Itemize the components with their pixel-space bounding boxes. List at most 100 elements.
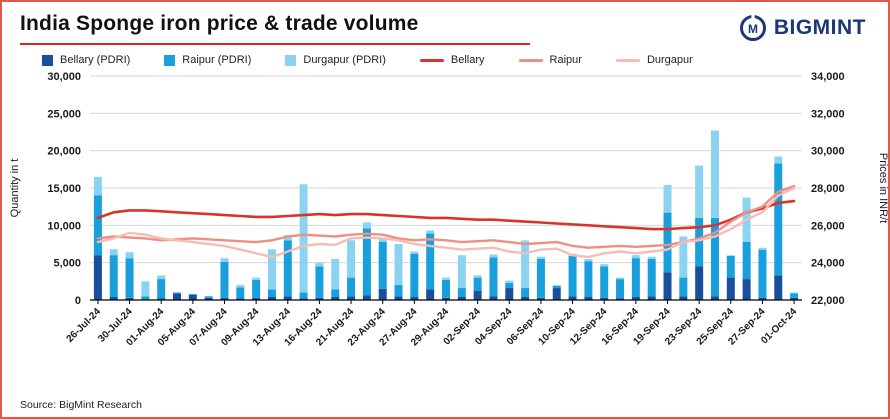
bar-segment xyxy=(774,156,783,164)
bar-segment xyxy=(710,130,719,218)
bar-segment xyxy=(647,296,656,300)
bar-segment xyxy=(521,240,530,289)
bar-segment xyxy=(536,297,545,300)
bigmint-logo: M BIGMINT xyxy=(739,12,872,42)
y-right-tick-label: 24,000 xyxy=(811,258,845,270)
bar-segment xyxy=(362,228,371,296)
y-right-tick-label: 30,000 xyxy=(811,146,845,158)
bar-segment xyxy=(315,262,324,267)
bar-segment xyxy=(457,288,466,298)
svg-text:M: M xyxy=(748,22,758,36)
bigmint-logo-icon: M xyxy=(739,14,766,41)
bar-segment xyxy=(252,279,261,298)
bar-segment xyxy=(220,261,229,298)
bar-segment xyxy=(220,258,229,262)
price-volume-chart: 0 5,000 10,000 15,000 20,000 25,000 30,000 22,0… xyxy=(9,71,888,348)
bar-segment xyxy=(710,296,719,300)
bar-segment xyxy=(457,255,466,289)
chart-area: 0 5,000 10,000 15,000 20,000 25,000 30,000 22,0… xyxy=(2,68,888,379)
bar-segment xyxy=(204,296,213,298)
bar-segment xyxy=(600,266,609,298)
y-right-tick-label: 22,000 xyxy=(811,295,845,307)
price-line-bellary xyxy=(96,199,796,231)
bar-segment xyxy=(442,297,450,300)
bar-segment xyxy=(93,255,102,300)
bar-segment xyxy=(109,297,118,300)
page-title: India Sponge iron price & trade volume xyxy=(20,12,419,35)
raipur-line-swatch xyxy=(518,58,543,62)
bar-segment xyxy=(473,291,482,300)
bar-segment xyxy=(505,282,514,289)
legend-item-raipur-line: Raipur xyxy=(518,54,582,66)
y-left-tick-label: 25,000 xyxy=(47,108,81,120)
bar-segment xyxy=(362,295,371,300)
bar-segment xyxy=(410,253,419,298)
y-left-tick-label: 5,000 xyxy=(53,258,81,270)
bar-segment xyxy=(726,277,735,300)
legend-label: Durgapur xyxy=(646,54,693,66)
bar-segment xyxy=(790,292,799,294)
y-left-tick-label: 0 xyxy=(75,295,81,307)
bar-segment xyxy=(283,240,292,297)
price-line-durgapur xyxy=(96,186,796,259)
bar-segment xyxy=(236,285,245,288)
bellary-line-swatch xyxy=(419,58,444,62)
bar-segment xyxy=(267,249,276,290)
bar-segment xyxy=(584,258,593,262)
legend: Bellary (PDRI) Raipur (PDRI) Durgapur (P… xyxy=(2,45,888,68)
bar-segment xyxy=(489,296,498,300)
bar-segment xyxy=(457,297,466,300)
bar-segment xyxy=(362,222,371,229)
y-right-tick-label: 26,000 xyxy=(811,220,845,232)
legend-label: Durgapur (PDRI) xyxy=(303,54,386,66)
bar-segment xyxy=(252,277,261,280)
bar-segment xyxy=(663,185,672,213)
y-right-tick-label: 34,000 xyxy=(811,71,845,83)
bar-segment xyxy=(616,277,625,280)
bar-segment xyxy=(631,297,640,300)
price-line-raipur xyxy=(96,184,796,249)
y-left-tick-label: 15,000 xyxy=(47,183,81,195)
title-underline xyxy=(20,43,530,45)
bar-segment xyxy=(584,297,593,300)
bar-segment xyxy=(552,285,561,289)
bar-segment xyxy=(536,256,545,259)
bar-segment xyxy=(600,297,609,300)
bar-segment xyxy=(125,252,134,259)
bar-segment xyxy=(220,297,229,300)
bar-segment xyxy=(410,251,419,254)
bar-segment xyxy=(331,258,340,290)
bar-segment xyxy=(378,238,387,242)
bar-segment xyxy=(742,241,751,280)
bar-segment xyxy=(647,256,656,259)
bar-segment xyxy=(521,297,530,300)
bar-segment xyxy=(236,287,245,299)
bar-segment xyxy=(141,281,150,297)
bar-segment xyxy=(695,165,704,218)
bar-segment xyxy=(347,240,356,278)
bar-segment xyxy=(125,258,134,298)
bar-segment xyxy=(426,289,435,300)
bar-segment xyxy=(521,288,530,298)
bar-segment xyxy=(157,275,166,280)
y-right-axis-title: Prices in INR/t xyxy=(877,153,888,223)
bar-segment xyxy=(552,288,561,300)
bar-segment xyxy=(410,297,419,300)
legend-item-durgapur-pdri: Durgapur (PDRI) xyxy=(285,54,386,66)
bar-segment xyxy=(774,275,783,300)
bar-segment xyxy=(584,261,593,298)
legend-label: Bellary (PDRI) xyxy=(60,54,131,66)
bar-segment xyxy=(299,298,308,300)
bar-segment xyxy=(283,296,292,300)
bar-segment xyxy=(331,289,340,298)
bar-segment xyxy=(790,297,799,300)
legend-item-raipur-pdri: Raipur (PDRI) xyxy=(164,54,251,66)
y-right-tick-label: 28,000 xyxy=(811,183,845,195)
bar-segment xyxy=(109,255,118,298)
bar-segment xyxy=(742,279,751,300)
bellary-pdri-swatch xyxy=(42,54,53,66)
bar-segment xyxy=(299,184,308,293)
bar-segment xyxy=(442,277,450,280)
bar-segment xyxy=(726,255,735,278)
